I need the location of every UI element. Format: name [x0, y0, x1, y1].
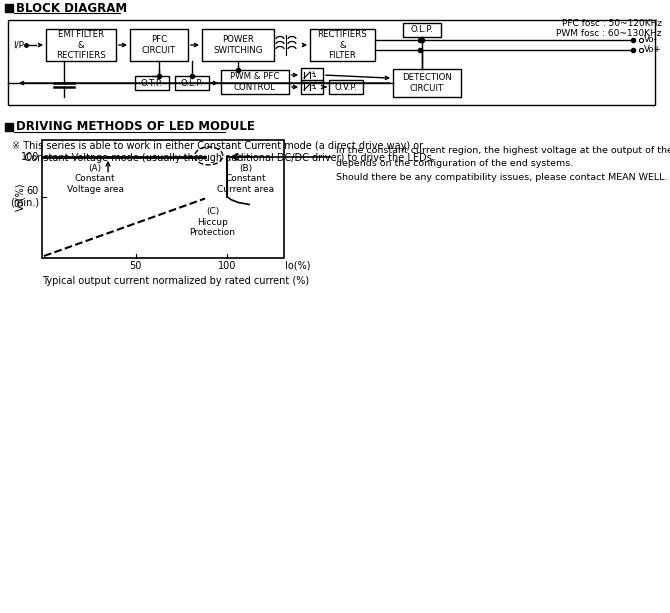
Text: PFC fosc : 50~120KHz
PWM fosc : 60~130KHz: PFC fosc : 50~120KHz PWM fosc : 60~130KH…	[557, 19, 662, 39]
Text: PWM & PFC
CONTROL: PWM & PFC CONTROL	[230, 72, 279, 92]
Text: Should there be any compatibility issues, please contact MEAN WELL.: Should there be any compatibility issues…	[336, 173, 667, 182]
Bar	[301, 80, 323, 94]
Text: O.V.P.: O.V.P.	[334, 83, 357, 91]
Bar	[393, 69, 461, 97]
Text: (C)
Hiccup
Protection: (C) Hiccup Protection	[190, 207, 235, 237]
Text: O.L.P.: O.L.P.	[411, 26, 433, 34]
Bar	[135, 76, 169, 90]
Text: EMI FILTER
&
RECTIFIERS: EMI FILTER & RECTIFIERS	[56, 30, 106, 60]
Bar	[202, 29, 274, 61]
Bar	[46, 29, 116, 61]
Text: ※ This series is able to work in either Constant Current mode (a direct drive wa: ※ This series is able to work in either …	[12, 141, 423, 151]
Bar	[221, 70, 289, 94]
Bar	[329, 80, 363, 94]
Text: DETECTION
CIRCUIT: DETECTION CIRCUIT	[402, 74, 452, 93]
Text: depends on the configuration of the end systems.: depends on the configuration of the end …	[336, 159, 574, 168]
Text: Constant Voltage mode (usually through additional DC/DC driver) to drive the LED: Constant Voltage mode (usually through a…	[12, 153, 435, 163]
Text: Vo-: Vo-	[644, 36, 658, 45]
Text: BLOCK DIAGRAM: BLOCK DIAGRAM	[16, 1, 127, 15]
Text: PFC
CIRCUIT: PFC CIRCUIT	[142, 36, 176, 55]
Text: Vo(%): Vo(%)	[15, 182, 25, 211]
Text: POWER
SWITCHING: POWER SWITCHING	[213, 36, 263, 55]
Bar	[42, 140, 284, 258]
Text: O.L.P.: O.L.P.	[181, 78, 204, 88]
Text: 100: 100	[21, 152, 39, 162]
Text: I/P: I/P	[13, 40, 24, 50]
Bar	[175, 76, 209, 90]
Bar	[5, 4, 13, 12]
Text: RECTIFIERS
&
FILTER: RECTIFIERS & FILTER	[318, 30, 367, 60]
Text: In the constant current region, the highest voltage at the output of the driver: In the constant current region, the high…	[336, 146, 670, 155]
Bar	[130, 29, 188, 61]
Text: Io(%): Io(%)	[285, 261, 310, 271]
Text: 100: 100	[218, 261, 237, 271]
Bar	[310, 29, 375, 61]
Text: 60
(min.): 60 (min.)	[10, 186, 39, 207]
Bar	[8, 20, 655, 105]
Text: 50: 50	[129, 261, 142, 271]
Text: Vo+: Vo+	[644, 45, 662, 55]
Bar	[5, 123, 13, 131]
Bar	[301, 68, 323, 82]
Text: O.T.P.: O.T.P.	[141, 78, 163, 88]
Text: Typical output current normalized by rated current (%): Typical output current normalized by rat…	[42, 276, 309, 286]
Text: DRIVING METHODS OF LED MODULE: DRIVING METHODS OF LED MODULE	[16, 121, 255, 134]
Text: (B)
Constant
Current area: (B) Constant Current area	[217, 164, 274, 194]
Text: (A)
Constant
Voltage area: (A) Constant Voltage area	[67, 164, 124, 194]
Bar	[403, 23, 441, 37]
